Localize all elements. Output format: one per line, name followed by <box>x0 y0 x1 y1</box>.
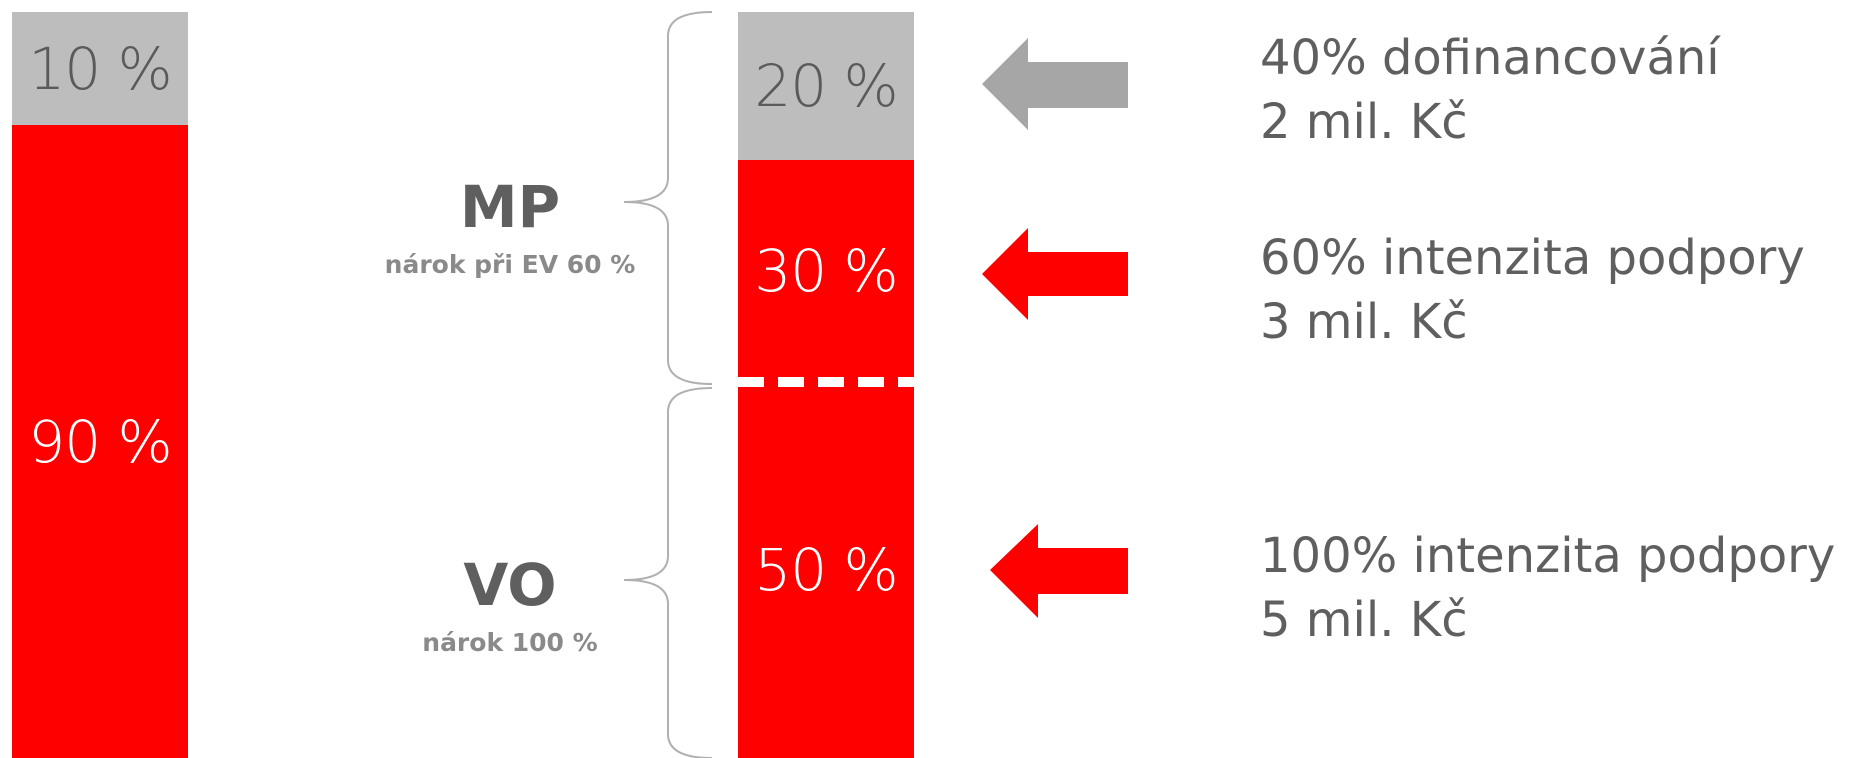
description-cofinancing: 40% dofinancování 2 mil. Kč <box>1260 26 1720 154</box>
left-bar-bottom-label: 90 % <box>28 407 172 476</box>
description-mp-support-line2: 3 mil. Kč <box>1260 294 1468 350</box>
right-bar-segment-mp-label: 30 % <box>754 237 898 305</box>
description-cofinancing-line1: 40% dofinancování <box>1260 30 1720 86</box>
left-bar-top-segment: 10 % <box>12 12 188 125</box>
description-mp-support-line1: 60% intenzita podpory <box>1260 230 1805 286</box>
right-bar-segment-vo: 50 % <box>738 382 914 758</box>
left-bar-bottom-segment: 90 % <box>12 125 188 758</box>
mp-subtitle: nárok při EV 60 % <box>384 250 636 279</box>
description-vo-support-line2: 5 mil. Kč <box>1260 592 1468 648</box>
right-bar-segment-grey: 20 % <box>738 12 914 160</box>
vo-title: VO <box>463 551 557 619</box>
arrow-red-mp-icon <box>982 228 1128 320</box>
description-vo-support-line1: 100% intenzita podpory <box>1260 528 1836 584</box>
vo-subtitle: nárok 100 % <box>422 628 598 657</box>
description-mp-support: 60% intenzita podpory 3 mil. Kč <box>1260 226 1805 354</box>
left-bar-top-label: 10 % <box>28 34 172 103</box>
mp-bracket-label: MP nárok při EV 60 % <box>340 178 680 279</box>
right-bar-segment-vo-label: 50 % <box>754 536 898 604</box>
right-bar-segment-mp: 30 % <box>738 160 914 382</box>
description-vo-support: 100% intenzita podpory 5 mil. Kč <box>1260 524 1835 652</box>
vo-bracket-label: VO nárok 100 % <box>340 556 680 657</box>
arrow-red-vo-icon <box>990 524 1128 618</box>
mp-curly-bracket <box>623 11 713 385</box>
mp-title: MP <box>459 173 561 241</box>
right-bar-segment-grey-label: 20 % <box>754 52 898 120</box>
vo-curly-bracket <box>623 387 713 758</box>
arrow-grey-icon <box>982 38 1128 130</box>
description-cofinancing-line2: 2 mil. Kč <box>1260 94 1468 150</box>
